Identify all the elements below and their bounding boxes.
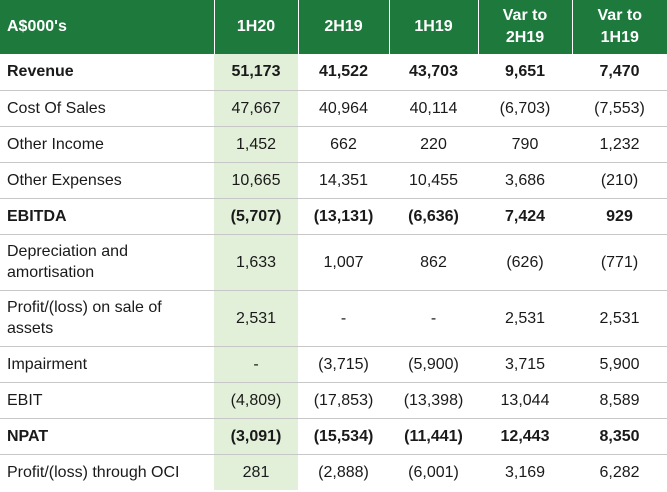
row-profit-oci: Profit/(loss) through OCI 281 (2,888) (6…: [0, 453, 667, 490]
cell-value: (17,853): [298, 381, 389, 418]
header-col-var-1h19: Var to 1H19: [572, 0, 667, 54]
cell-value: 10,665: [214, 161, 298, 198]
header-col-1h20: 1H20: [214, 0, 299, 54]
cell-value: 41,522: [319, 63, 368, 81]
row-other-income: Other Income 1,452 662 220 790 1,232: [0, 125, 667, 162]
cell-value: 3,686: [478, 161, 572, 198]
row-label: EBIT: [0, 381, 214, 418]
row-label: Revenue: [7, 63, 74, 81]
cell-value: 1,007: [298, 233, 389, 290]
cell-value: 662: [298, 125, 389, 162]
row-label: NPAT: [0, 417, 214, 454]
row-label: Depreciation and amortisation: [0, 233, 214, 290]
cell-value: -: [389, 289, 478, 346]
cell-value: 51,173: [214, 54, 298, 90]
cell-value: 1,633: [214, 233, 298, 290]
row-impairment: Impairment - (3,715) (5,900) 3,715 5,900: [0, 345, 667, 382]
cell-value: 8,589: [572, 381, 667, 418]
cell-value: 7,470: [599, 63, 640, 81]
cell-value: (6,703): [478, 89, 572, 126]
row-label: Other Income: [0, 125, 214, 162]
cell-value: (3,715): [298, 345, 389, 382]
cell-value: 1,452: [214, 125, 298, 162]
cell-value: (15,534): [298, 417, 389, 454]
row-label: Impairment: [0, 345, 214, 382]
row-profit-sale-assets: Profit/(loss) on sale of assets 2,531 - …: [0, 289, 667, 346]
cell-value: (626): [478, 233, 572, 290]
cell-value: (2,888): [298, 453, 389, 490]
cell-value: 40,964: [298, 89, 389, 126]
cell-value: 2,531: [478, 289, 572, 346]
cell-value: -: [298, 289, 389, 346]
cell-value: 13,044: [478, 381, 572, 418]
cell-value: 220: [389, 125, 478, 162]
cell-value: (13,131): [298, 197, 389, 234]
row-npat: NPAT (3,091) (15,534) (11,441) 12,443 8,…: [0, 417, 667, 454]
cell-value: 12,443: [478, 417, 572, 454]
header-col-1h19: 1H19: [389, 0, 479, 54]
row-revenue: Revenue 51,173 41,522 43,703 9,651 7,470: [0, 54, 667, 90]
cell-value: (11,441): [389, 417, 478, 454]
header-col-var-2h19: Var to 2H19: [478, 0, 573, 54]
cell-value: 6,282: [572, 453, 667, 490]
header-row: A$000's 1H20 2H19 1H19 Var to 2H19 Var t…: [0, 0, 667, 54]
cell-value: 7,424: [478, 197, 572, 234]
cell-value: 1,232: [572, 125, 667, 162]
cell-value: 790: [478, 125, 572, 162]
header-col-2h19: 2H19: [298, 0, 390, 54]
cell-value: (5,707): [214, 197, 298, 234]
row-label: Other Expenses: [0, 161, 214, 198]
cell-value: 43,703: [409, 63, 458, 81]
cell-value: 2,531: [214, 289, 298, 346]
cell-value: 9,651: [504, 63, 546, 81]
row-other-expenses: Other Expenses 10,665 14,351 10,455 3,68…: [0, 161, 667, 198]
cell-value: (7,553): [572, 89, 667, 126]
row-label: EBITDA: [0, 197, 214, 234]
row-label: Profit/(loss) on sale of assets: [0, 289, 214, 346]
cell-value: (6,636): [389, 197, 478, 234]
cell-value: 8,350: [572, 417, 667, 454]
cell-value: 14,351: [298, 161, 389, 198]
cell-value: 47,667: [214, 89, 298, 126]
row-ebit: EBIT (4,809) (17,853) (13,398) 13,044 8,…: [0, 381, 667, 418]
cell-value: (4,809): [214, 381, 298, 418]
cell-value: (3,091): [214, 417, 298, 454]
cell-value: -: [214, 345, 298, 382]
cell-value: 5,900: [572, 345, 667, 382]
cell-value: 929: [572, 197, 667, 234]
cell-value: 10,455: [389, 161, 478, 198]
cell-value: 862: [389, 233, 478, 290]
row-label: Profit/(loss) through OCI: [0, 453, 214, 490]
cell-value: 40,114: [389, 89, 478, 126]
cell-value: (771): [572, 233, 667, 290]
row-cost-of-sales: Cost Of Sales 47,667 40,964 40,114 (6,70…: [0, 89, 667, 126]
cell-value: (5,900): [389, 345, 478, 382]
cell-value: 3,715: [478, 345, 572, 382]
cell-value: 3,169: [478, 453, 572, 490]
cell-value: (13,398): [389, 381, 478, 418]
header-label: A$000's: [0, 0, 215, 54]
row-depreciation: Depreciation and amortisation 1,633 1,00…: [0, 233, 667, 290]
cell-value: (6,001): [389, 453, 478, 490]
cell-value: 281: [214, 453, 298, 490]
cell-value: (210): [572, 161, 667, 198]
row-label: Cost Of Sales: [0, 89, 214, 126]
cell-value: 2,531: [572, 289, 667, 346]
row-ebitda: EBITDA (5,707) (13,131) (6,636) 7,424 92…: [0, 197, 667, 234]
